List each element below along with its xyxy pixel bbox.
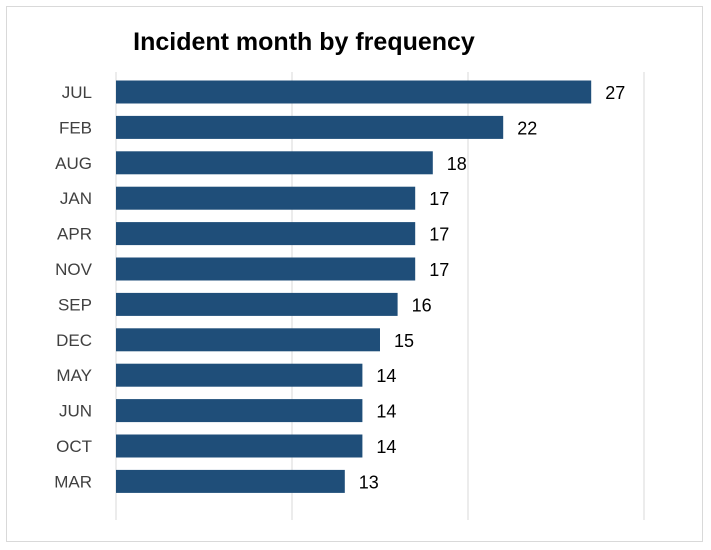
bar-nov [116,257,416,281]
data-label-jun: 14 [376,402,396,422]
category-label-jul: JUL [62,83,92,102]
bars [116,80,592,493]
data-label-aug: 18 [447,154,467,174]
category-label-aug: AUG [55,154,92,173]
category-label-jan: JAN [60,189,92,208]
category-label-sep: SEP [58,295,92,314]
bar-sep [116,292,398,316]
category-label-feb: FEB [59,118,92,137]
category-labels: JUL FEB AUG JAN APR NOV SEP DEC MAY JUN OCT MAR [54,83,92,491]
bar-mar [116,469,345,493]
data-label-may: 14 [376,366,396,386]
data-label-sep: 16 [412,295,432,315]
data-labels: 27 22 18 17 17 17 16 15 14 14 14 13 [359,83,625,492]
bar-may [116,363,363,387]
category-label-nov: NOV [55,260,93,279]
bar-apr [116,222,416,246]
data-label-oct: 14 [376,437,396,457]
data-label-jul: 27 [605,83,625,103]
category-label-jun: JUN [59,402,92,421]
category-label-mar: MAR [54,472,92,491]
data-label-nov: 17 [429,260,449,280]
bar-dec [116,328,380,352]
category-label-oct: OCT [56,437,92,456]
bar-oct [116,434,363,458]
bar-jan [116,186,416,210]
bar-feb [116,115,504,139]
data-label-jan: 17 [429,189,449,209]
data-label-apr: 17 [429,225,449,245]
category-label-may: MAY [56,366,92,385]
data-label-mar: 13 [359,472,379,492]
category-label-dec: DEC [56,331,92,350]
bar-jul [116,80,592,104]
data-label-dec: 15 [394,331,414,351]
bar-jun [116,399,363,423]
data-label-feb: 22 [517,118,537,138]
bar-aug [116,151,433,175]
chart-title: Incident month by frequency [133,28,475,56]
category-label-apr: APR [57,225,92,244]
